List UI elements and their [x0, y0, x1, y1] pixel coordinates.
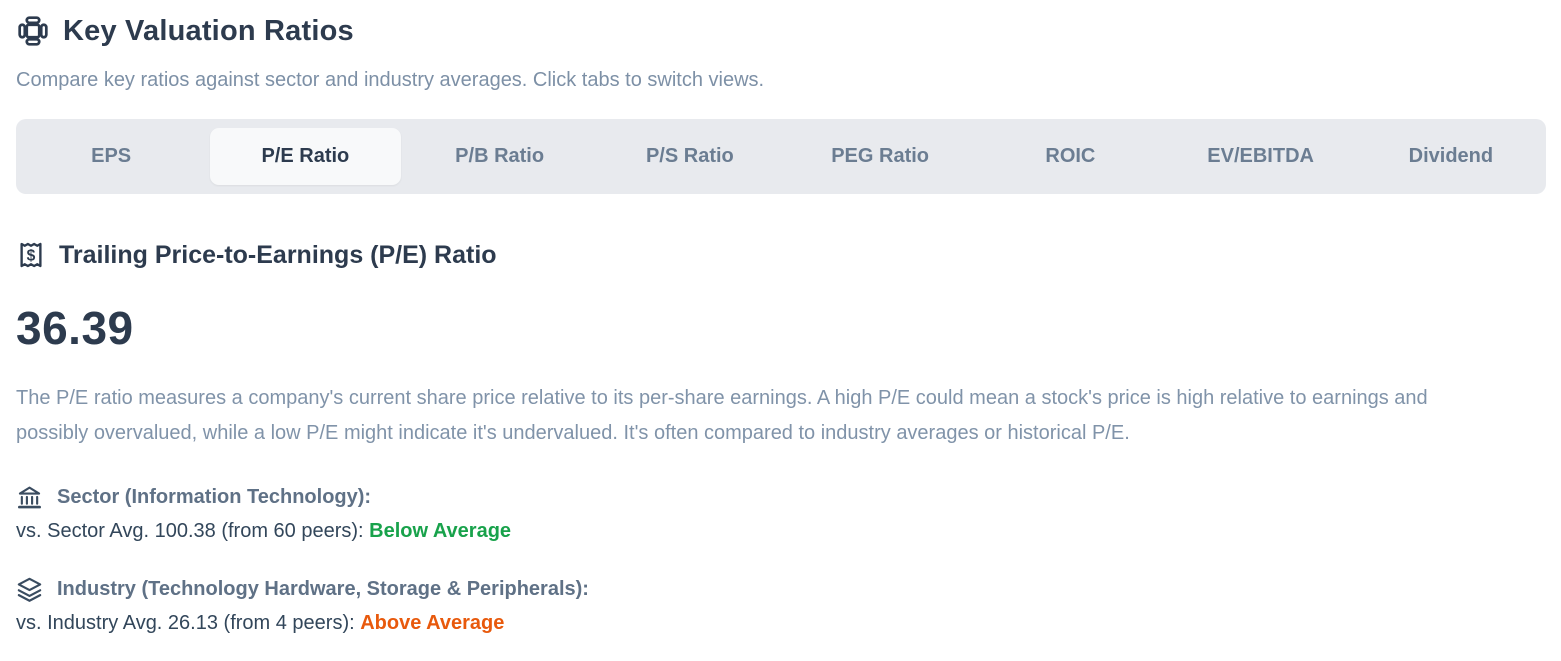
tab-peg-ratio[interactable]: PEG Ratio — [831, 145, 930, 167]
sector-heading: Sector (Information Technology): — [57, 486, 372, 508]
industry-comparison: Industry (Technology Hardware, Storage &… — [16, 576, 1546, 635]
svg-text:$: $ — [27, 247, 36, 264]
layers-icon — [16, 576, 43, 603]
ratio-tabbar: EPS P/E Ratio P/B Ratio P/S Ratio PEG Ra… — [16, 119, 1546, 194]
page-title: Key Valuation Ratios — [63, 14, 354, 47]
bank-icon — [16, 484, 43, 511]
metric-value: 36.39 — [16, 302, 134, 354]
tab-roic[interactable]: ROIC — [1045, 145, 1096, 167]
metric-header: $ Trailing Price-to-Earnings (P/E) Ratio — [16, 240, 1546, 270]
tab-pe-ratio[interactable]: P/E Ratio — [210, 128, 401, 185]
metric-title: Trailing Price-to-Earnings (P/E) Ratio — [59, 240, 497, 269]
chip-icon — [16, 14, 50, 48]
metric-description: The P/E ratio measures a company's curre… — [16, 387, 1428, 444]
industry-comparison-line: vs. Industry Avg. 26.13 (from 4 peers): … — [16, 612, 1546, 635]
sector-line-prefix: vs. Sector Avg. 100.38 (from 60 peers): — [16, 520, 370, 542]
industry-heading: Industry (Technology Hardware, Storage &… — [57, 578, 589, 600]
sector-comparison-line: vs. Sector Avg. 100.38 (from 60 peers): … — [16, 520, 1546, 543]
tab-eps[interactable]: EPS — [91, 145, 132, 167]
receipt-dollar-icon: $ — [16, 240, 46, 270]
tab-ev-ebitda[interactable]: EV/EBITDA — [1207, 145, 1314, 167]
sector-comparison: Sector (Information Technology): vs. Sec… — [16, 484, 1546, 543]
page-header: Key Valuation Ratios — [16, 14, 1546, 48]
page-subtitle: Compare key ratios against sector and in… — [16, 69, 765, 91]
tab-pb-ratio[interactable]: P/B Ratio — [455, 145, 545, 167]
industry-verdict-badge: Above Average — [360, 612, 505, 634]
tab-dividend[interactable]: Dividend — [1408, 145, 1494, 167]
sector-verdict-badge: Below Average — [369, 520, 512, 542]
industry-line-prefix: vs. Industry Avg. 26.13 (from 4 peers): — [16, 612, 361, 634]
tab-ps-ratio[interactable]: P/S Ratio — [645, 145, 734, 167]
